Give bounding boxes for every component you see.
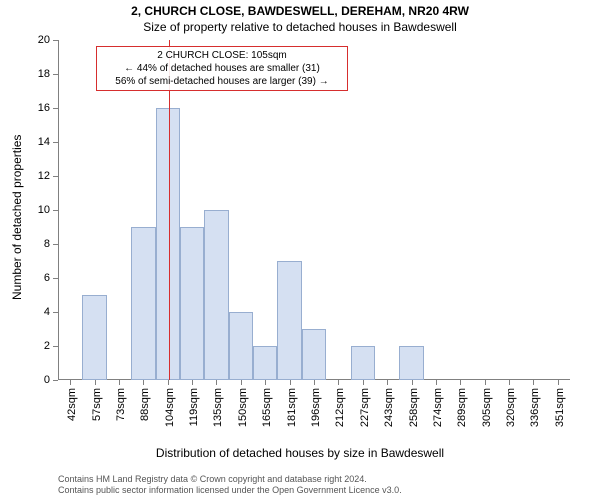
ytick-mark [53, 244, 58, 245]
ytick-mark [53, 312, 58, 313]
ytick-label: 14 [20, 136, 50, 148]
ytick-mark [53, 40, 58, 41]
xtick-mark [192, 380, 193, 385]
ytick-label: 6 [20, 272, 50, 284]
plot-area: 0246810121416182042sqm57sqm73sqm88sqm104… [58, 40, 570, 380]
ytick-mark [53, 278, 58, 279]
bar [302, 329, 326, 380]
xtick-mark [168, 380, 169, 385]
xtick-mark [412, 380, 413, 385]
xtick-mark [485, 380, 486, 385]
xtick-label: 196sqm [310, 388, 322, 427]
bar [399, 346, 423, 380]
bar [156, 108, 180, 380]
footer-line2: Contains public sector information licen… [58, 485, 402, 496]
xtick-mark [290, 380, 291, 385]
bar [180, 227, 204, 380]
ytick-label: 12 [20, 170, 50, 182]
xtick-mark [363, 380, 364, 385]
callout-line1: 2 CHURCH CLOSE: 105sqm [101, 49, 343, 62]
x-axis-label: Distribution of detached houses by size … [0, 446, 600, 460]
xtick-mark [314, 380, 315, 385]
xtick-label: 212sqm [334, 388, 346, 427]
bar [82, 295, 106, 380]
bar [229, 312, 253, 380]
xtick-mark [70, 380, 71, 385]
footer-line1: Contains HM Land Registry data © Crown c… [58, 474, 402, 485]
bar [277, 261, 301, 380]
xtick-label: 73sqm [115, 388, 127, 421]
xtick-label: 104sqm [164, 388, 176, 427]
ytick-label: 0 [20, 374, 50, 386]
ytick-mark [53, 74, 58, 75]
xtick-label: 289sqm [456, 388, 468, 427]
xtick-label: 135sqm [212, 388, 224, 427]
xtick-label: 42sqm [66, 388, 78, 421]
xtick-label: 351sqm [554, 388, 566, 427]
xtick-label: 227sqm [359, 388, 371, 427]
xtick-mark [216, 380, 217, 385]
ytick-mark [53, 346, 58, 347]
xtick-mark [533, 380, 534, 385]
marker-line [169, 40, 170, 380]
xtick-mark [143, 380, 144, 385]
xtick-label: 150sqm [237, 388, 249, 427]
xtick-label: 57sqm [91, 388, 103, 421]
xtick-mark [265, 380, 266, 385]
xtick-mark [241, 380, 242, 385]
xtick-label: 119sqm [188, 388, 200, 426]
ytick-label: 20 [20, 34, 50, 46]
xtick-label: 336sqm [529, 388, 541, 427]
ytick-label: 4 [20, 306, 50, 318]
ytick-label: 2 [20, 340, 50, 352]
xtick-label: 165sqm [261, 388, 273, 427]
xtick-mark [460, 380, 461, 385]
ytick-label: 8 [20, 238, 50, 250]
ytick-mark [53, 142, 58, 143]
xtick-label: 274sqm [432, 388, 444, 427]
ytick-mark [53, 380, 58, 381]
xtick-mark [436, 380, 437, 385]
ytick-mark [53, 176, 58, 177]
xtick-mark [509, 380, 510, 385]
bar [351, 346, 375, 380]
bar [131, 227, 155, 380]
xtick-label: 181sqm [286, 388, 298, 427]
figure-title-line1: 2, CHURCH CLOSE, BAWDESWELL, DEREHAM, NR… [0, 4, 600, 18]
figure-title-line2: Size of property relative to detached ho… [0, 20, 600, 34]
ytick-label: 10 [20, 204, 50, 216]
callout-box: 2 CHURCH CLOSE: 105sqm← 44% of detached … [96, 46, 348, 91]
xtick-label: 320sqm [505, 388, 517, 427]
callout-line2: ← 44% of detached houses are smaller (31… [101, 62, 343, 75]
y-axis-line [58, 40, 59, 380]
ytick-mark [53, 210, 58, 211]
callout-line3: 56% of semi-detached houses are larger (… [101, 75, 343, 88]
xtick-mark [95, 380, 96, 385]
footer-attribution: Contains HM Land Registry data © Crown c… [58, 474, 402, 496]
ytick-label: 18 [20, 68, 50, 80]
bar [204, 210, 228, 380]
ytick-label: 16 [20, 102, 50, 114]
xtick-label: 305sqm [481, 388, 493, 427]
xtick-mark [387, 380, 388, 385]
ytick-mark [53, 108, 58, 109]
bar [253, 346, 277, 380]
xtick-mark [558, 380, 559, 385]
xtick-label: 88sqm [139, 388, 151, 421]
xtick-mark [338, 380, 339, 385]
xtick-label: 258sqm [408, 388, 420, 427]
figure: 2, CHURCH CLOSE, BAWDESWELL, DEREHAM, NR… [0, 0, 600, 500]
xtick-label: 243sqm [383, 388, 395, 427]
xtick-mark [119, 380, 120, 385]
